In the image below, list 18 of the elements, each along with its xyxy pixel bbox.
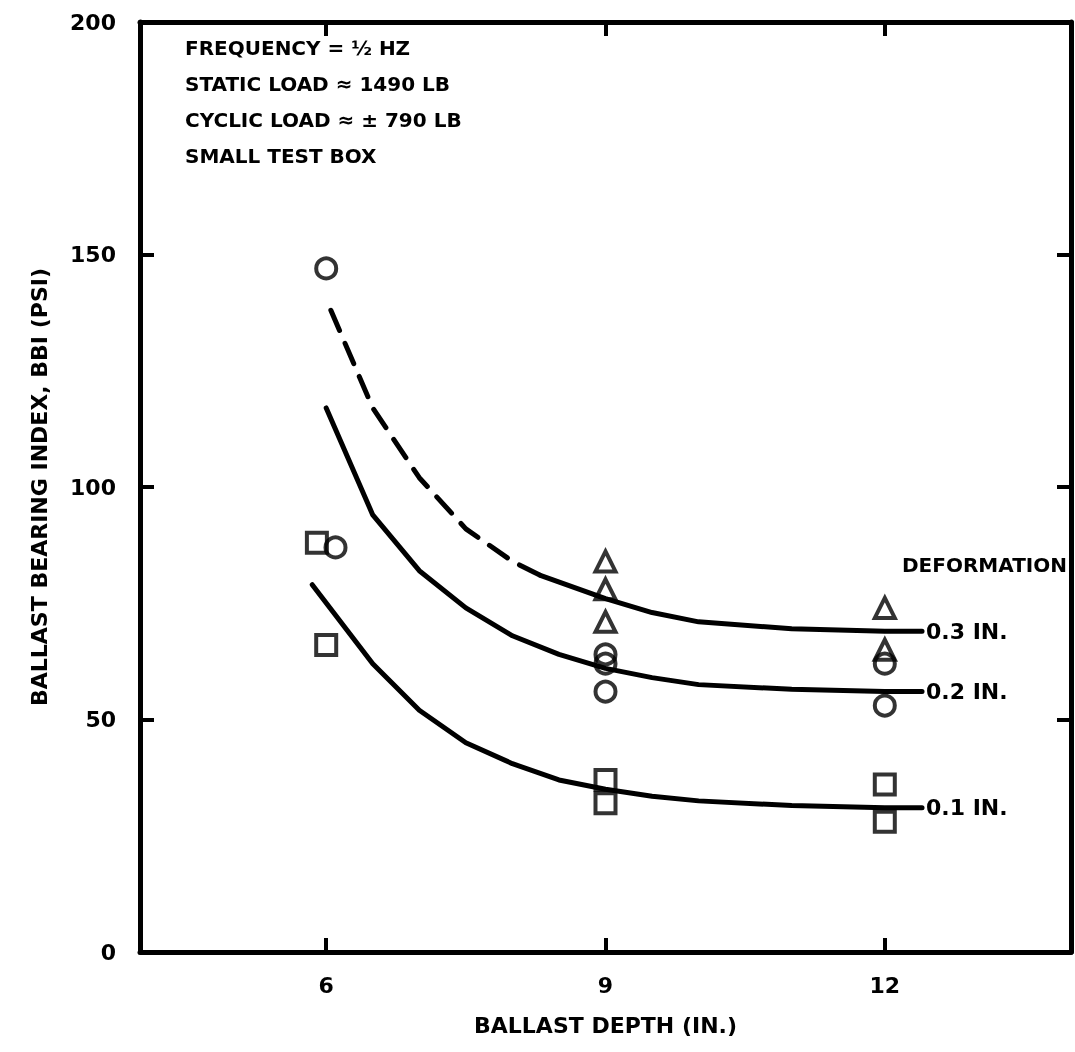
y-tick-label: 150	[70, 242, 116, 267]
x-tick-label: 6	[318, 972, 334, 998]
y-axis-title: BALLAST BEARING INDEX, BBI (PSI)	[26, 268, 52, 706]
annotation: FREQUENCY = ½ HZ	[185, 36, 411, 60]
x-axis-title: BALLAST DEPTH (IN.)	[474, 1012, 737, 1038]
x-tick-label: 12	[869, 972, 901, 998]
series-label: 0.2 IN.	[926, 679, 1008, 705]
legend-title: DEFORMATION	[902, 553, 1067, 577]
annotation: CYCLIC LOAD ≈ ± 790 LB	[185, 108, 462, 132]
annotation: STATIC LOAD ≈ 1490 LB	[185, 72, 451, 96]
y-tick-label: 0	[100, 939, 116, 965]
x-tick-label: 9	[597, 972, 614, 998]
y-tick-label: 100	[70, 474, 116, 500]
y-tick-label: 200	[70, 9, 116, 35]
series-label: 0.3 IN.	[926, 618, 1008, 644]
series-label: 0.1 IN.	[926, 795, 1008, 821]
annotation: SMALL TEST BOX	[185, 144, 378, 168]
y-tick-label: 50	[85, 707, 116, 732]
